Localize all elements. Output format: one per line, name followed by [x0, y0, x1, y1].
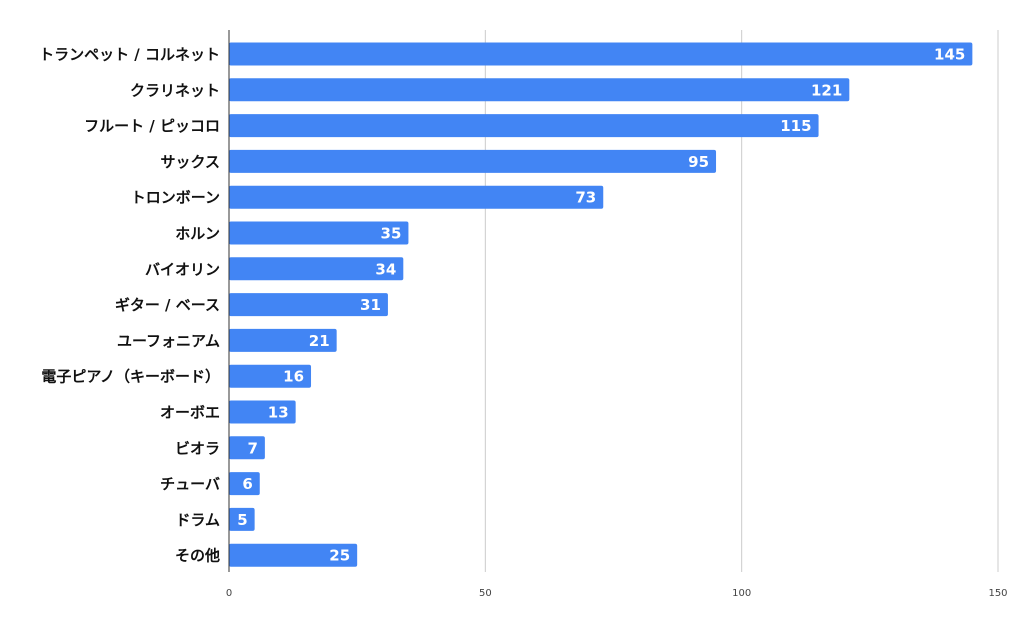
bar-value-label: 115	[780, 117, 811, 135]
bar	[229, 472, 260, 496]
bar-value-label: 25	[329, 547, 350, 565]
bar	[229, 221, 409, 245]
bar	[229, 149, 717, 173]
category-label: ホルン	[175, 225, 220, 243]
bar-value-label: 21	[309, 332, 330, 350]
bar-value-label: 13	[268, 404, 289, 422]
x-tick-label: 100	[732, 588, 751, 599]
bar-value-label: 35	[381, 225, 402, 243]
bar	[229, 507, 255, 531]
bar-value-label: 5	[237, 511, 247, 529]
bar-value-label: 16	[283, 368, 304, 386]
category-label: フルート / ピッコロ	[84, 117, 220, 135]
category-label: その他	[175, 547, 220, 565]
bar	[229, 293, 388, 317]
category-label: バイオリン	[145, 260, 220, 278]
x-tick-label: 150	[988, 588, 1007, 599]
x-axis-ticks: 0 50 100 150	[226, 588, 1008, 599]
bar	[229, 436, 265, 460]
category-label: オーボエ	[160, 404, 220, 422]
category-label: トランペット / コルネット	[39, 46, 220, 64]
category-label: ユーフォニアム	[117, 332, 220, 350]
bar-value-label: 7	[247, 439, 257, 457]
bar	[229, 364, 312, 388]
category-label: クラリネット	[130, 81, 220, 99]
bar	[229, 185, 604, 209]
category-label: サックス	[160, 153, 220, 171]
bar	[229, 400, 296, 424]
bar-value-label: 34	[375, 260, 396, 278]
bar	[229, 328, 337, 352]
bar-value-label: 145	[934, 46, 965, 64]
bar	[229, 78, 850, 102]
bar	[229, 114, 819, 138]
category-label: チューバ	[160, 475, 220, 493]
grid-lines	[484, 30, 999, 572]
category-label: 電子ピアノ（キーボード）	[41, 368, 220, 386]
bar	[229, 257, 404, 281]
x-tick-label: 0	[226, 588, 232, 599]
bar-value-label: 121	[811, 81, 842, 99]
category-label: ビオラ	[175, 439, 220, 457]
bar-value-label: 6	[242, 475, 252, 493]
category-label: ギター / ベース	[115, 296, 220, 314]
x-tick-label: 50	[479, 588, 492, 599]
bar-value-label: 31	[360, 296, 381, 314]
bar	[229, 42, 973, 66]
bar-value-label: 95	[688, 153, 709, 171]
bar-value-label: 73	[575, 189, 596, 207]
category-label: トロンボーン	[131, 189, 220, 207]
bar	[229, 543, 358, 567]
category-label: ドラム	[175, 511, 220, 529]
